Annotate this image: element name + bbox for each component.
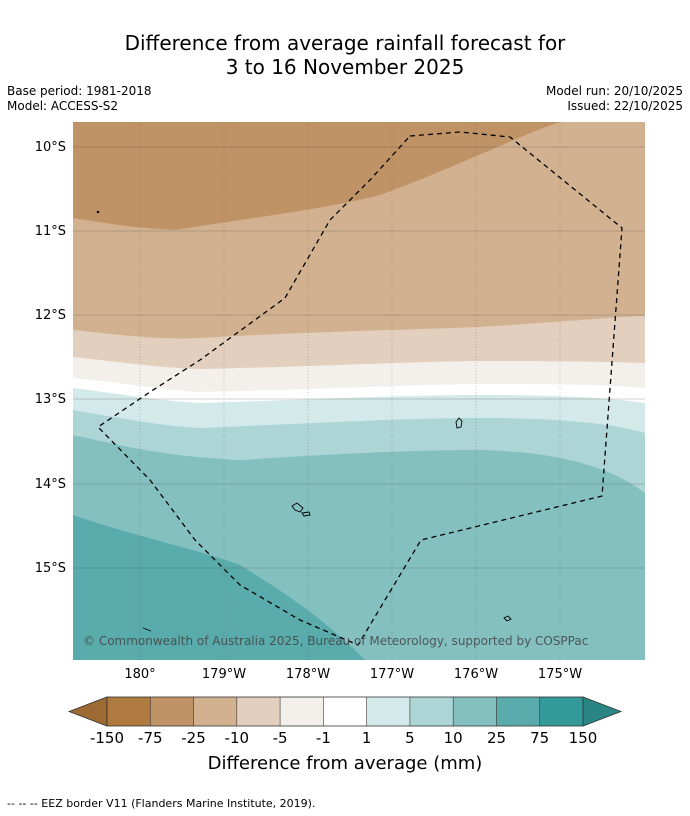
lon-label: 177°W (370, 667, 414, 682)
meta-right: Model run: 20/10/2025 Issued: 22/10/2025 (546, 84, 683, 114)
colorbar-segment (236, 697, 281, 726)
colorbar-segment (453, 697, 497, 726)
cbar-tick: 75 (530, 729, 550, 747)
islands (96, 210, 512, 632)
title-line-1: Difference from average rainfall forecas… (124, 31, 566, 55)
band-minus75-to-minus25 (73, 122, 560, 230)
cbar-tick: 150 (568, 729, 598, 747)
lon-label: 176°W (454, 667, 498, 682)
colorbar-title: Difference from average (mm) (207, 753, 483, 774)
colorbar-segment (323, 697, 367, 726)
island-atoll-3 (301, 511, 311, 517)
eez-border (96, 131, 623, 646)
island-atoll-5 (142, 627, 152, 632)
colorbar-segment (539, 697, 584, 726)
graticule (73, 122, 645, 660)
cbar-tick: -25 (181, 729, 206, 747)
colorbar-frame (106, 696, 584, 727)
lon-label: 178°W (286, 667, 330, 682)
lon-labels: 180° 179°W 178°W 177°W 176°W 175°W (124, 667, 582, 682)
lat-label: 14°S (35, 477, 66, 492)
cbar-tick: 25 (486, 729, 507, 747)
colorbar-segment (193, 697, 238, 726)
lon-label: 179°W (202, 667, 246, 682)
lat-label: 11°S (35, 224, 66, 239)
title-line-2: 3 to 16 November 2025 (225, 55, 465, 79)
issued-date: Issued: 22/10/2025 (567, 99, 683, 113)
eez-legend: -- -- -- EEZ border V11 (Flanders Marine… (7, 797, 316, 810)
colorbar-segment (496, 697, 541, 726)
lat-label: 13°S (35, 392, 66, 407)
cbar-tick: 1 (361, 729, 372, 747)
model-name: Model: ACCESS-S2 (7, 99, 119, 113)
island-atoll-6 (96, 210, 100, 214)
lat-label: 15°S (35, 561, 66, 576)
lat-label: 10°S (35, 140, 66, 155)
colorbar-segment (280, 697, 324, 726)
base-period: Base period: 1981-2018 (7, 84, 152, 98)
cbar-tick: -5 (272, 729, 288, 747)
colorbar-over-arrow (582, 696, 623, 727)
meta-left: Base period: 1981-2018 Model: ACCESS-S2 (7, 84, 152, 114)
lat-label: 12°S (35, 308, 66, 323)
cbar-tick: -1 (315, 729, 331, 747)
cbar-tick: 10 (443, 729, 463, 747)
copyright-notice: © Commonwealth of Australia 2025, Bureau… (83, 634, 588, 648)
colorbar-segments (107, 697, 584, 726)
lon-label: 175°W (538, 667, 582, 682)
colorbar-segment (366, 697, 411, 726)
colorbar-under-arrow (67, 696, 108, 727)
island-atoll-4 (503, 615, 512, 622)
chart-title: Difference from average rainfall forecas… (0, 31, 690, 79)
colorbar-segment (409, 697, 454, 726)
colorbar-segment (150, 697, 194, 726)
colorbar-segment (107, 697, 151, 726)
cbar-tick: -75 (138, 729, 163, 747)
lat-labels: 10°S 11°S 12°S 13°S 14°S 15°S (35, 140, 66, 576)
band-25-to-75 (73, 515, 365, 660)
cbar-tick: -10 (224, 729, 250, 747)
cbar-tick: -150 (89, 729, 125, 747)
lon-label: 180° (124, 667, 155, 682)
island-atoll-1 (455, 417, 463, 429)
cbar-tick: 5 (405, 729, 415, 747)
rainfall-fill (73, 122, 645, 660)
model-run: Model run: 20/10/2025 (545, 84, 683, 98)
colorbar (67, 696, 623, 727)
island-atoll-2 (291, 502, 304, 513)
